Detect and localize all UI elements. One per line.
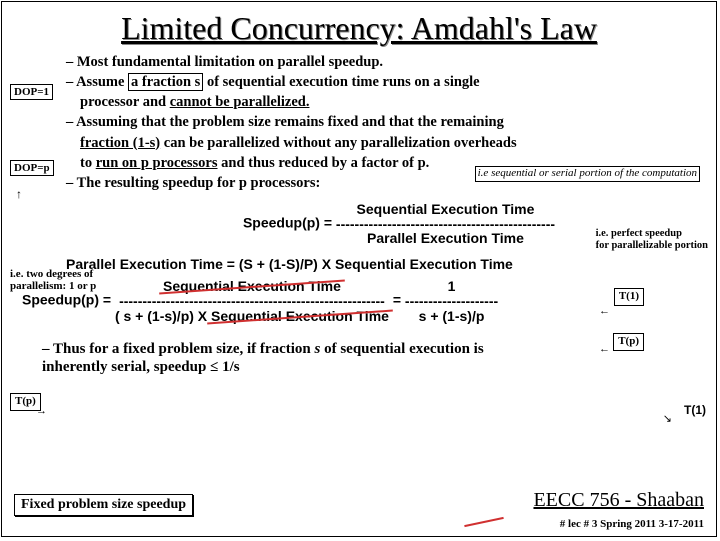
t1-right: T(1) (684, 403, 706, 418)
arrow-t1-right: ↘ (663, 413, 672, 427)
bullet-1: – Most fundamental limitation on paralle… (66, 53, 700, 71)
bullet-3: – Assuming that the problem size remains… (66, 113, 700, 131)
arrow-tp-left: → (36, 405, 47, 419)
note-sequential: i.e sequential or serial portion of the … (475, 166, 700, 182)
speedup-formula-2: Speedup(p) = Sequential Execution Time -… (22, 279, 706, 323)
parallel-time-formula: Parallel Execution Time = (S + (1-S)/P) … (66, 256, 706, 274)
arrow-par: ← (599, 343, 610, 357)
footer-left-box: Fixed problem size speedup (14, 494, 193, 516)
final-conclusion: – Thus for a fixed problem size, if frac… (42, 340, 676, 378)
footer-lecture-info: # lec # 3 Spring 2011 3-17-2011 (560, 518, 704, 530)
slide-title: Limited Concurrency: Amdahl's Law (2, 10, 716, 47)
bullet-3b: fraction (1-s) can be parallelized witho… (80, 134, 700, 152)
bullet-2b: processor and cannot be parallelized. (80, 93, 700, 111)
tp-box-top: T(p) (613, 333, 644, 351)
red-underline-s (464, 517, 504, 527)
note-perfect-speedup: i.e. perfect speedupfor parallelizable p… (596, 228, 708, 251)
bullet-2: – Assume a fraction s of sequential exec… (66, 73, 700, 91)
footer-course: EECC 756 - Shaaban (533, 489, 704, 512)
